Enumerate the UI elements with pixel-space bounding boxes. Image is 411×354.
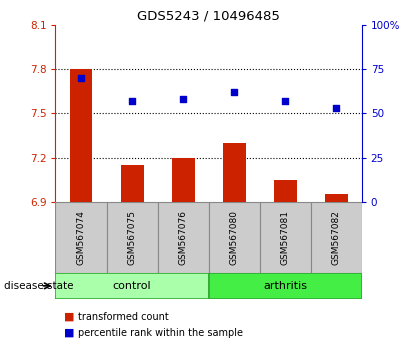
Point <box>78 75 84 81</box>
Text: ■: ■ <box>64 328 74 338</box>
Bar <box>311 202 362 273</box>
Text: GSM567074: GSM567074 <box>76 210 85 265</box>
Bar <box>209 202 260 273</box>
Bar <box>209 273 362 299</box>
Title: GDS5243 / 10496485: GDS5243 / 10496485 <box>137 9 280 22</box>
Bar <box>69 69 92 202</box>
Bar <box>157 202 208 273</box>
Bar <box>223 143 246 202</box>
Text: disease state: disease state <box>4 281 74 291</box>
Point <box>231 89 238 95</box>
Text: GSM567080: GSM567080 <box>230 210 239 265</box>
Bar <box>55 202 106 273</box>
Bar <box>120 165 143 202</box>
Text: GSM567075: GSM567075 <box>127 210 136 265</box>
Bar <box>171 158 194 202</box>
Point <box>333 105 339 111</box>
Text: control: control <box>113 281 151 291</box>
Text: ■: ■ <box>64 312 74 322</box>
Text: GSM567081: GSM567081 <box>281 210 290 265</box>
Bar <box>325 194 348 202</box>
Point <box>282 98 289 104</box>
Text: GSM567082: GSM567082 <box>332 210 341 265</box>
Bar <box>260 202 311 273</box>
Bar <box>106 202 157 273</box>
Text: arthritis: arthritis <box>263 281 307 291</box>
Bar <box>274 180 297 202</box>
Text: GSM567076: GSM567076 <box>178 210 187 265</box>
Point <box>129 98 135 104</box>
Bar <box>55 273 209 299</box>
Text: percentile rank within the sample: percentile rank within the sample <box>78 328 243 338</box>
Point <box>180 96 186 102</box>
Text: transformed count: transformed count <box>78 312 169 322</box>
